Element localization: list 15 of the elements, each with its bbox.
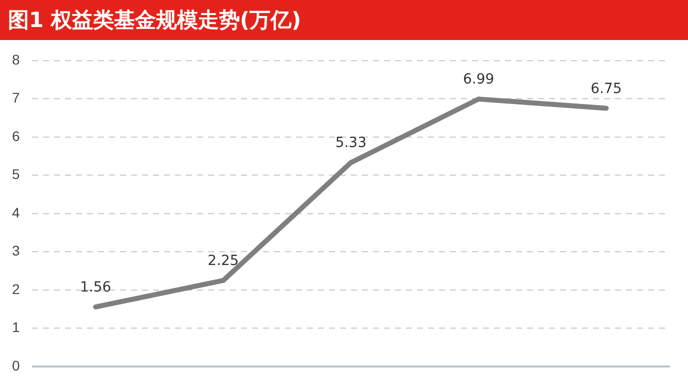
data-label: 6.75 <box>590 80 622 97</box>
data-label: 2.25 <box>208 253 239 270</box>
data-label: 1.56 <box>80 280 112 296</box>
y-tick-label: 3 <box>12 242 20 259</box>
y-tick-label: 2 <box>12 280 20 297</box>
y-tick-label: 8 <box>12 51 20 68</box>
y-tick-label: 6 <box>12 128 20 144</box>
chart-title: 图1 权益类基金规模走势(万亿) <box>0 0 688 40</box>
y-tick-label: 5 <box>12 166 20 182</box>
y-tick-label: 0 <box>12 357 20 374</box>
y-tick-label: 7 <box>12 90 20 106</box>
y-tick-label: 1 <box>12 319 20 336</box>
data-label: 6.99 <box>462 72 494 88</box>
y-tick-label: 4 <box>12 204 20 220</box>
data-label: 5.33 <box>335 135 366 152</box>
